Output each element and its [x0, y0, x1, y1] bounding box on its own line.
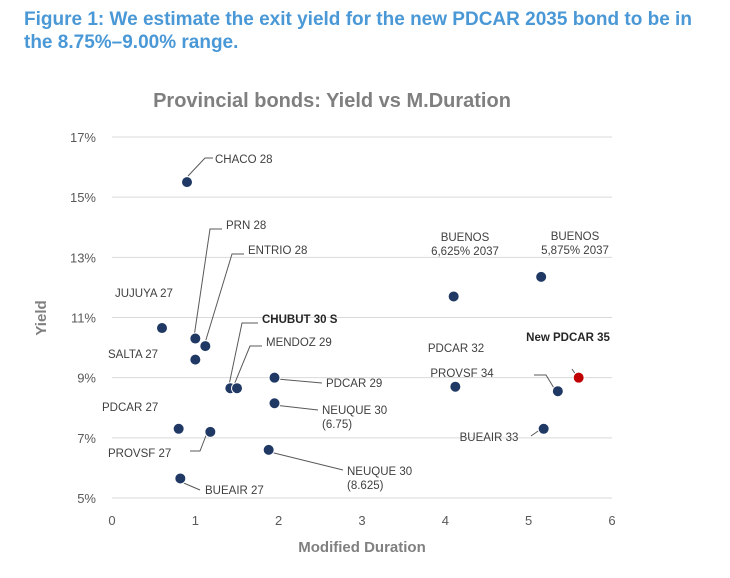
label-prn-28: PRN 28 [226, 220, 266, 232]
grid-lines [112, 136, 612, 499]
label-provsf-27: PROVSF 27 [108, 448, 171, 460]
x-tick-label: 0 [108, 513, 115, 528]
leader-line [534, 374, 558, 394]
leader-line [193, 228, 222, 338]
x-tick-label: 1 [192, 513, 199, 528]
x-tick-label: 6 [608, 513, 615, 528]
label-salta-27: SALTA 27 [108, 349, 158, 361]
x-tick-label: 5 [525, 513, 532, 528]
label-buenos-5875-2037: BUENOS 5,875% 2037 [541, 231, 609, 257]
x-tick-label: 2 [275, 513, 282, 528]
point-new-pdcar-35 [572, 371, 585, 384]
leader-line [187, 157, 213, 177]
point-entrio-28 [199, 340, 212, 353]
leader-lines [178, 157, 579, 491]
point-chaco-28 [181, 176, 193, 189]
figure-caption: Figure 1: We estimate the exit yield for… [24, 9, 692, 53]
label-jujuya-27: JUJUYA 27 [115, 288, 173, 300]
point-pdcar-27 [172, 422, 185, 435]
point-labels: CHACO 28 JUJUYA 27 PRN 28 ENTRIO 28 SALTA 27… [102, 154, 610, 497]
point-neuque-30-8625 [262, 443, 275, 456]
leader-line [190, 432, 208, 452]
point-jujuya-27 [156, 322, 168, 335]
leader-line [204, 253, 244, 344]
label-new-pdcar-35: New PDCAR 35 [526, 332, 610, 344]
data-points [156, 176, 585, 485]
leader-line [276, 378, 323, 384]
x-tick-label: 3 [358, 513, 365, 528]
label-chaco-28: CHACO 28 [215, 154, 273, 166]
label-pdcar-32: PDCAR 32 [428, 343, 484, 355]
y-tick-label: 9% [77, 371, 96, 386]
point-provsf-34 [551, 385, 564, 398]
leader-line [269, 451, 344, 471]
point-pdcar-29 [268, 371, 281, 384]
label-pdcar-27: PDCAR 27 [102, 402, 158, 414]
point-bueair-33 [537, 422, 550, 435]
label-pdcar-29: PDCAR 29 [326, 378, 382, 390]
leader-line [233, 345, 262, 386]
point-pdcar-32 [449, 380, 462, 393]
y-tick-label: 13% [70, 250, 96, 265]
chart-title: Provincial bonds: Yield vs M.Duration [153, 90, 511, 112]
point-bueair-27 [174, 472, 187, 485]
y-tick-label: 15% [70, 190, 96, 205]
point-provsf-27 [204, 425, 217, 438]
y-tick-label: 11% [71, 311, 96, 326]
label-chubut-30-s: CHUBUT 30 S [262, 314, 338, 326]
y-tick-label: 17% [70, 130, 96, 145]
point-prn-28 [189, 332, 202, 345]
leader-line [228, 322, 258, 386]
axis-ticks: 5% 7% 9% 11% 13% 15% 17% 0 1 2 3 4 5 6 [70, 130, 616, 528]
point-neuque-30-675 [268, 397, 281, 410]
y-axis-title: Yield [33, 300, 50, 335]
label-entrio-28: ENTRIO 28 [248, 245, 307, 257]
label-buenos-6625-2037: BUENOS 6,625% 2037 [431, 232, 499, 258]
label-neuque-30-675: NEUQUE 30 (6.75) [322, 405, 387, 431]
point-buenos-6625-2037 [447, 290, 460, 303]
x-axis-title: Modified Duration [298, 539, 426, 556]
y-tick-label: 7% [77, 431, 96, 446]
label-mendoz-29: MENDOZ 29 [266, 337, 332, 349]
label-bueair-33: BUEAIR 33 [460, 432, 519, 444]
y-tick-label: 5% [77, 491, 96, 506]
point-buenos-5875-2037 [535, 270, 548, 283]
point-salta-27 [189, 353, 202, 366]
label-bueair-27: BUEAIR 27 [205, 485, 264, 497]
label-provsf-34: PROVSF 34 [430, 368, 494, 380]
x-tick-label: 4 [442, 513, 449, 528]
label-neuque-30-8625: NEUQUE 30 (8.625) [347, 466, 412, 492]
leader-line [273, 404, 319, 411]
point-mendoz-29 [231, 382, 243, 395]
